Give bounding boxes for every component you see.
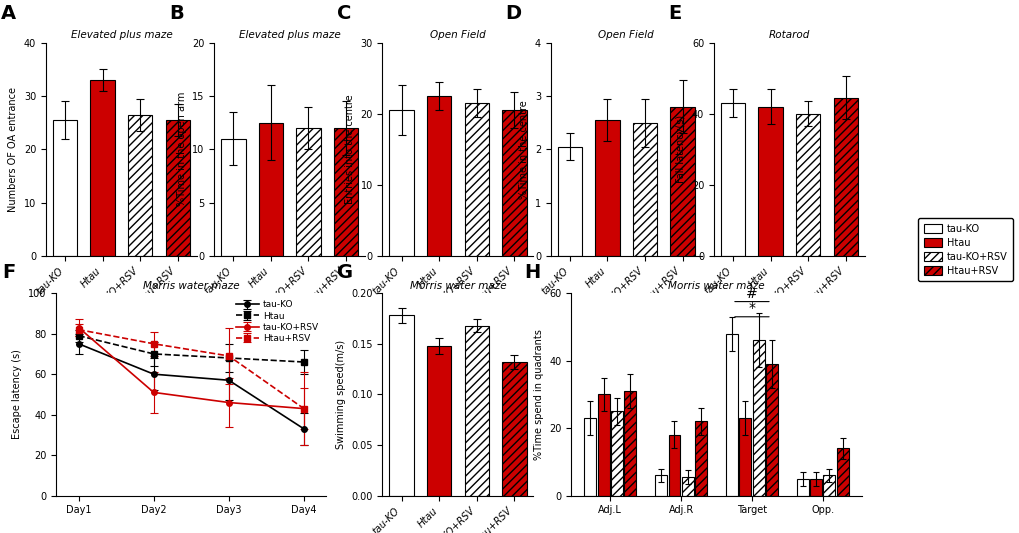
Bar bbox=[726, 334, 738, 496]
Bar bbox=[833, 98, 857, 256]
Bar bbox=[259, 123, 283, 256]
Bar bbox=[53, 120, 77, 256]
Title: Elevated plus maze: Elevated plus maze bbox=[70, 30, 172, 41]
Text: *: * bbox=[748, 301, 755, 315]
Bar bbox=[296, 128, 320, 256]
Y-axis label: %Time in the centre: %Time in the centre bbox=[519, 100, 529, 199]
Bar bbox=[694, 422, 706, 496]
Text: G: G bbox=[337, 263, 353, 282]
Y-axis label: Swimming speed(m/s): Swimming speed(m/s) bbox=[335, 340, 345, 449]
Bar bbox=[796, 479, 808, 496]
Text: A: A bbox=[1, 4, 15, 23]
Bar bbox=[127, 115, 152, 256]
Y-axis label: Fall latency(s): Fall latency(s) bbox=[676, 115, 686, 183]
Bar bbox=[822, 475, 835, 496]
Bar bbox=[624, 391, 636, 496]
Title: Morris water maze: Morris water maze bbox=[410, 281, 505, 291]
Bar bbox=[389, 316, 414, 496]
Text: D: D bbox=[505, 4, 521, 23]
Bar bbox=[681, 477, 693, 496]
Bar bbox=[632, 123, 656, 256]
Bar bbox=[584, 418, 596, 496]
Bar bbox=[739, 418, 751, 496]
Bar bbox=[610, 411, 623, 496]
Bar bbox=[464, 326, 488, 496]
Bar bbox=[654, 475, 666, 496]
Bar bbox=[501, 362, 526, 496]
Legend: tau-KO, Htau, tau-KO+RSV, Htau+RSV: tau-KO, Htau, tau-KO+RSV, Htau+RSV bbox=[917, 218, 1012, 281]
Title: Open Field: Open Field bbox=[598, 30, 653, 41]
Bar bbox=[752, 341, 764, 496]
Bar bbox=[836, 448, 848, 496]
Bar bbox=[557, 147, 582, 256]
Bar bbox=[165, 120, 190, 256]
Bar bbox=[597, 394, 609, 496]
Text: H: H bbox=[524, 263, 540, 282]
Text: E: E bbox=[668, 4, 682, 23]
Bar bbox=[389, 110, 414, 256]
Y-axis label: Entries into the centre: Entries into the centre bbox=[344, 94, 355, 204]
Bar bbox=[720, 103, 745, 256]
Bar bbox=[758, 107, 783, 256]
Bar bbox=[91, 80, 115, 256]
Legend: tau-KO, Htau, tau-KO+RSV, Htau+RSV: tau-KO, Htau, tau-KO+RSV, Htau+RSV bbox=[233, 297, 322, 346]
Title: Open Field: Open Field bbox=[430, 30, 485, 41]
Title: Morris water maze: Morris water maze bbox=[667, 281, 764, 291]
Y-axis label: %Time in the open arm: %Time in the open arm bbox=[176, 92, 186, 206]
Text: #: # bbox=[745, 287, 757, 301]
Bar bbox=[595, 120, 620, 256]
Bar bbox=[427, 346, 451, 496]
Bar bbox=[501, 110, 526, 256]
Text: B: B bbox=[169, 4, 183, 23]
Bar bbox=[765, 364, 777, 496]
Bar bbox=[333, 128, 358, 256]
Bar bbox=[795, 114, 819, 256]
Y-axis label: Escape latency (s): Escape latency (s) bbox=[12, 350, 22, 439]
Bar bbox=[464, 103, 488, 256]
Title: Morris water maze: Morris water maze bbox=[143, 281, 239, 291]
Bar bbox=[669, 107, 694, 256]
Bar bbox=[667, 435, 680, 496]
Text: C: C bbox=[337, 4, 352, 23]
Bar bbox=[221, 139, 246, 256]
Bar bbox=[809, 479, 821, 496]
Y-axis label: %Time spend in quadrants: %Time spend in quadrants bbox=[533, 329, 543, 460]
Y-axis label: Numbers OF OA entrance: Numbers OF OA entrance bbox=[8, 87, 18, 212]
Title: Rotarod: Rotarod bbox=[768, 30, 809, 41]
Bar bbox=[427, 96, 451, 256]
Text: F: F bbox=[2, 263, 15, 282]
Title: Elevated plus maze: Elevated plus maze bbox=[238, 30, 340, 41]
